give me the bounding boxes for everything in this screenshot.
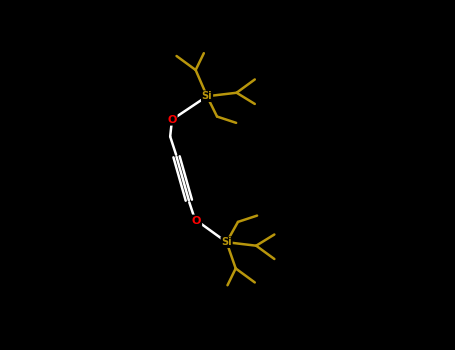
Text: O: O (192, 216, 201, 225)
Text: O: O (167, 115, 177, 125)
Text: Si: Si (202, 91, 212, 101)
Text: Si: Si (221, 237, 232, 247)
